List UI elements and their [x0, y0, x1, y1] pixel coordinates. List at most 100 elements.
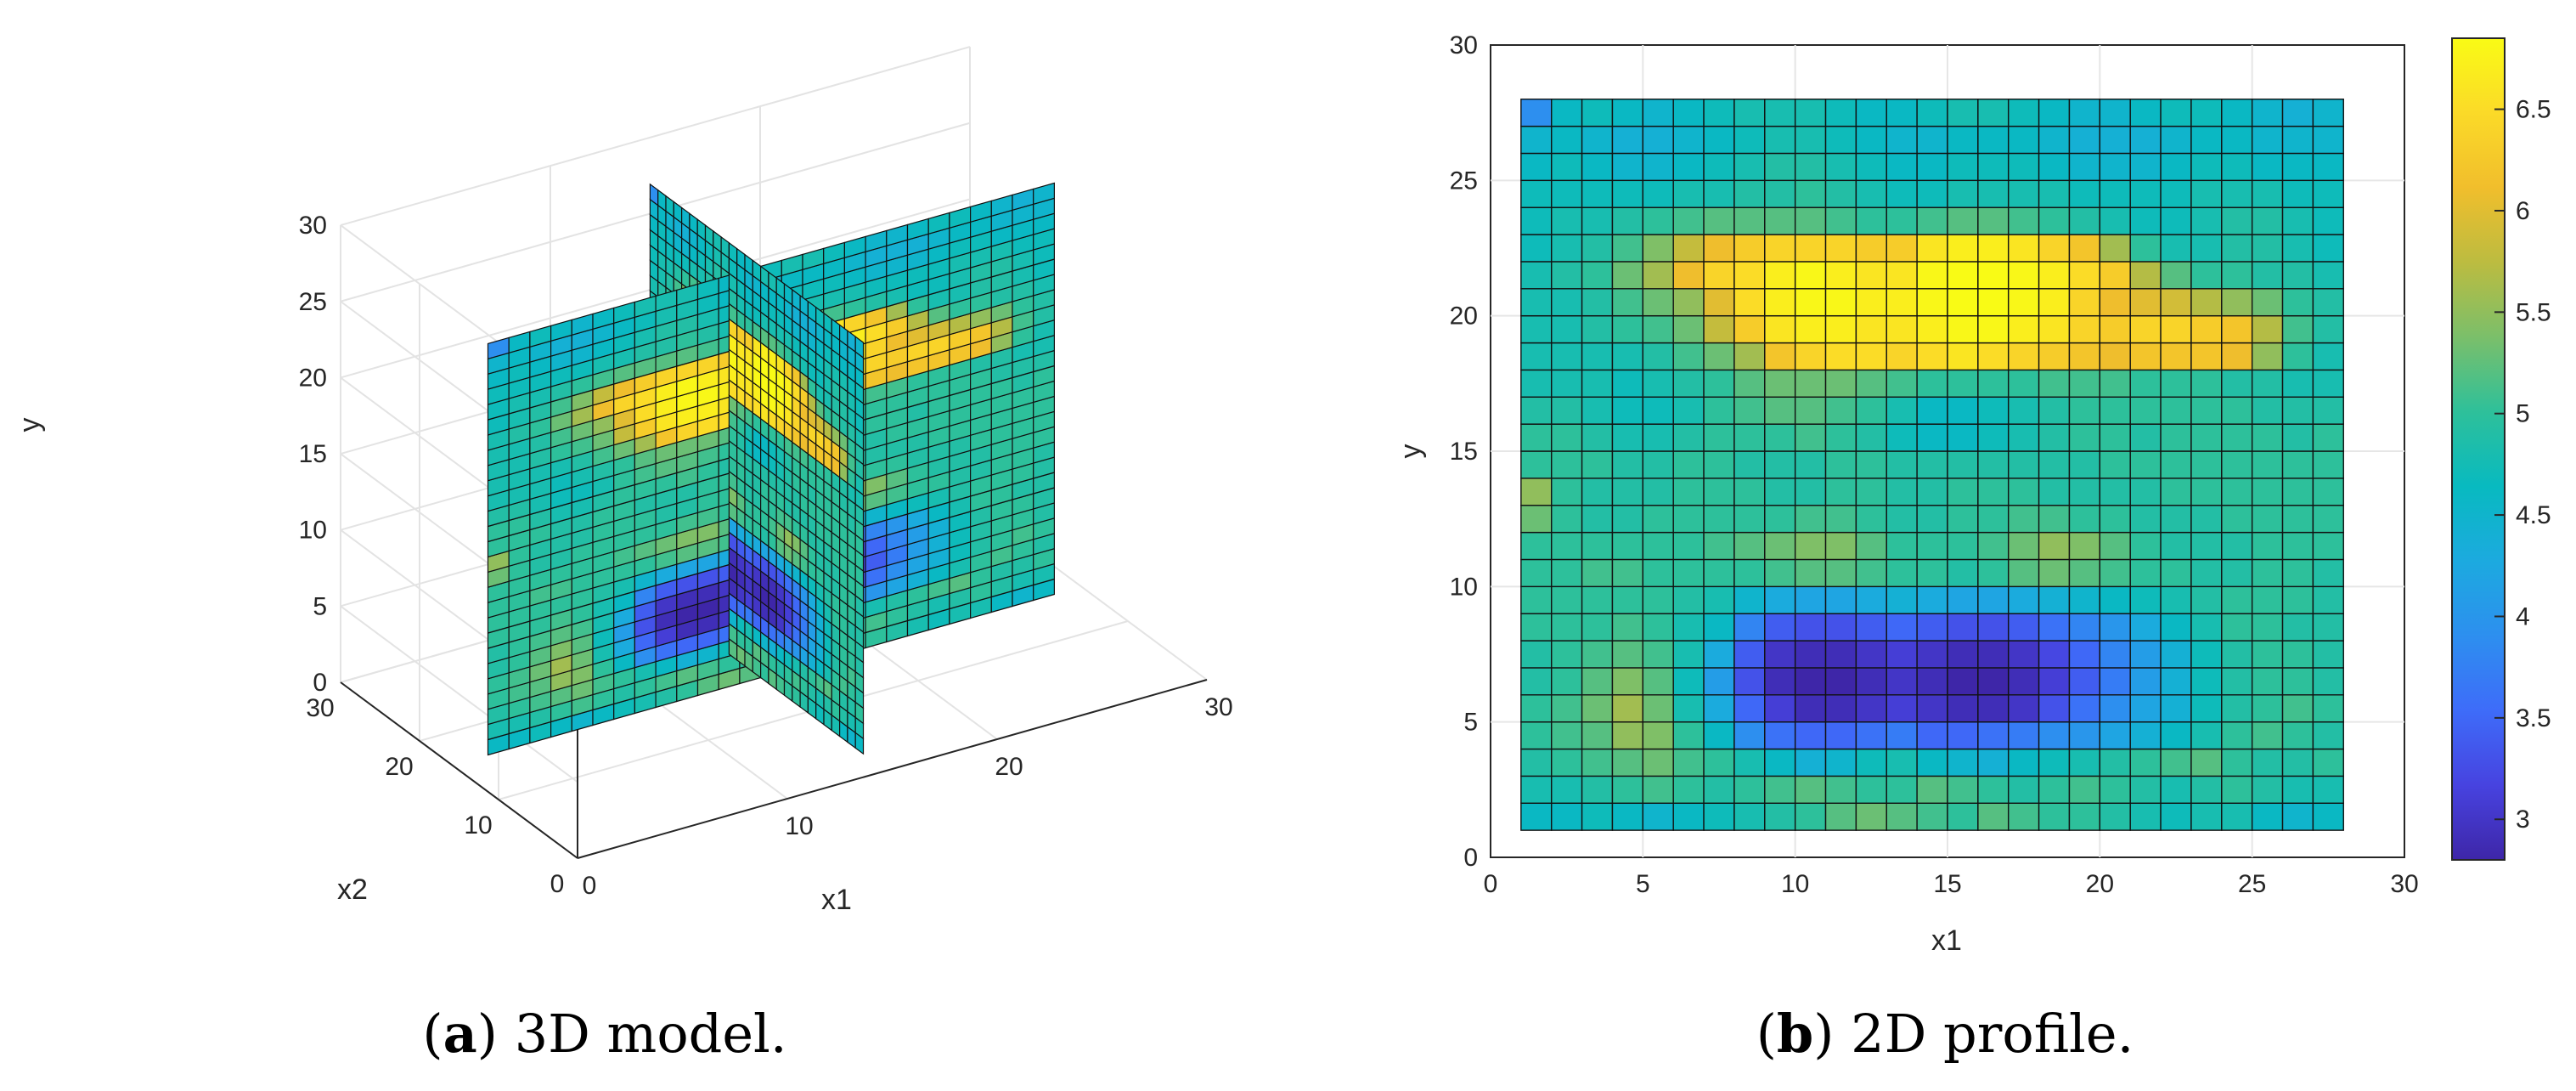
heatmap-cell [1551, 314, 1583, 344]
heatmap-cell [2008, 206, 2040, 235]
heatmap-cell [2038, 396, 2071, 425]
heatmap-cell [2221, 206, 2253, 235]
heatmap-cell [1520, 558, 1553, 588]
3d-z-tick: 10 [299, 517, 327, 545]
heatmap-cell [1885, 125, 1918, 155]
heatmap-cell [2160, 775, 2192, 804]
heatmap-cell [2099, 478, 2131, 506]
heatmap-cell [1551, 748, 1583, 777]
heatmap-cell [2251, 369, 2284, 398]
heatmap-cell [1642, 531, 1674, 561]
heatmap-cell [1611, 802, 1644, 831]
heatmap-cell [1947, 314, 1979, 344]
heatmap-cell [2008, 531, 2040, 561]
heatmap-cell [1672, 342, 1705, 371]
heatmap-cell [1947, 423, 1979, 452]
heatmap-cell [2190, 450, 2223, 479]
heatmap-cell [2008, 396, 2040, 425]
heatmap-cell [1916, 478, 1948, 506]
heatmap-cell [2008, 585, 2040, 614]
heatmap-cell [1824, 478, 1857, 506]
heatmap-cell [1642, 558, 1674, 588]
heatmap-cell [1764, 748, 1796, 777]
heatmap-cell [2251, 314, 2284, 344]
heatmap-cell [1642, 748, 1674, 777]
heatmap-cell [1733, 396, 1766, 425]
heatmap-cell [1581, 206, 1614, 235]
heatmap-cell [1794, 802, 1827, 831]
heatmap-cell [1855, 775, 1887, 804]
heatmap-cell [2251, 640, 2284, 669]
heatmap-cell [1520, 775, 1553, 804]
heatmap-cell [1885, 450, 1918, 479]
heatmap-cell [1916, 179, 1948, 208]
heatmap-cell [2129, 261, 2162, 290]
heatmap-cell [2221, 342, 2253, 371]
3d-x2-tick: 30 [306, 694, 334, 722]
heatmap-cell [1551, 531, 1583, 561]
heatmap-cell [2221, 314, 2253, 344]
heatmap-cell [2008, 369, 2040, 398]
heatmap-cell [2038, 613, 2071, 642]
heatmap-cell [1733, 152, 1766, 182]
heatmap-cell [2068, 721, 2101, 750]
heatmap-cell [2312, 314, 2344, 344]
heatmap-cell [1885, 179, 1918, 208]
heatmap-cell [1703, 152, 1735, 182]
heatmap-cell [1672, 721, 1705, 750]
heatmap-cell [1947, 99, 1979, 127]
heatmap-cell [2190, 342, 2223, 371]
heatmap-cell [1794, 667, 1827, 696]
heatmap-cell [1733, 478, 1766, 506]
heatmap-cell [1551, 505, 1583, 534]
3d-grid-line [340, 605, 578, 783]
heatmap-cell [2129, 206, 2162, 235]
heatmap-cell [1916, 125, 1948, 155]
heatmap-cell [2251, 667, 2284, 696]
heatmap-cell [2281, 99, 2314, 127]
heatmap-cell [1764, 478, 1796, 506]
heatmap-cell [2099, 802, 2131, 831]
heatmap-cell [2068, 531, 2101, 561]
heatmap-cell [1520, 396, 1553, 425]
heatmap-cell [1977, 721, 2010, 750]
heatmap-cell [1733, 775, 1766, 804]
heatmap-cell [2312, 125, 2344, 155]
heatmap-cell [1977, 531, 2010, 561]
heatmap-cell [2008, 721, 2040, 750]
3d-slice-cell [1033, 182, 1056, 206]
heatmap-cell [2038, 478, 2071, 506]
heatmap-cell [2190, 558, 2223, 588]
heatmap-cell [2038, 667, 2071, 696]
heatmap-cell [1551, 396, 1583, 425]
heatmap-cell [2068, 234, 2101, 263]
heatmap-cell [1977, 125, 2010, 155]
heatmap-cell [1703, 505, 1735, 534]
colorbar-tick: 5.5 [2516, 298, 2551, 326]
heatmap-cell [1764, 531, 1796, 561]
heatmap-cell [2068, 694, 2101, 723]
x1-axis-label-3d: x1 [821, 884, 852, 916]
heatmap-cell [2160, 585, 2192, 614]
heatmap-cell [1581, 775, 1614, 804]
heatmap-cell [2099, 342, 2131, 371]
3d-x2-tick: 20 [385, 753, 413, 781]
heatmap-cell [1611, 99, 1644, 127]
heatmap-cell [2251, 396, 2284, 425]
heatmap-cell [1611, 288, 1644, 317]
heatmap-cell [1794, 478, 1827, 506]
heatmap-cell [2099, 369, 2131, 398]
heatmap-cell [2038, 234, 2071, 263]
heatmap-cell [1824, 369, 1857, 398]
heatmap-cell [2160, 721, 2192, 750]
heatmap-cell [1642, 206, 1674, 235]
heatmap-cell [1794, 125, 1827, 155]
heatmap-cell [1733, 342, 1766, 371]
heatmap-cell [2251, 478, 2284, 506]
heatmap-cell [2099, 99, 2131, 127]
heatmap-cell [1947, 288, 1979, 317]
heatmap-cell [1855, 314, 1887, 344]
heatmap-cell [2099, 450, 2131, 479]
heatmap-cell [1794, 234, 1827, 263]
heatmap-y-tick: 30 [1450, 31, 1478, 59]
